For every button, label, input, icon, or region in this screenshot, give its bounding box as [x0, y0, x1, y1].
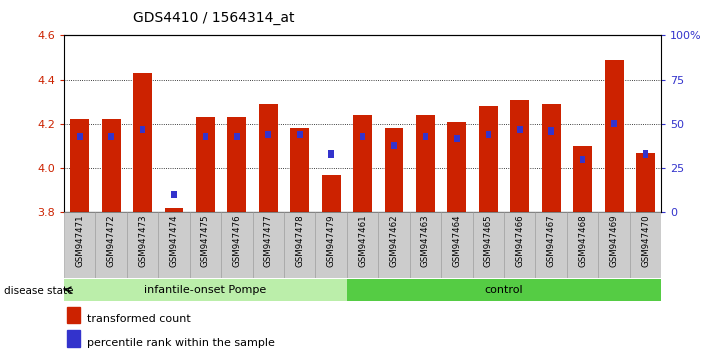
FancyBboxPatch shape: [535, 212, 567, 278]
Text: control: control: [485, 285, 523, 295]
Text: GSM947468: GSM947468: [578, 215, 587, 267]
Text: GSM947467: GSM947467: [547, 215, 556, 267]
Bar: [67, 307, 80, 323]
Bar: [510, 99, 529, 212]
FancyBboxPatch shape: [567, 212, 599, 278]
FancyBboxPatch shape: [599, 212, 630, 278]
Text: GSM947463: GSM947463: [421, 215, 430, 267]
Bar: [579, 156, 585, 163]
Text: GSM947479: GSM947479: [326, 215, 336, 267]
Bar: [454, 135, 460, 142]
Bar: [385, 128, 403, 212]
FancyBboxPatch shape: [473, 212, 504, 278]
Bar: [171, 191, 177, 198]
Bar: [67, 330, 80, 347]
FancyBboxPatch shape: [442, 212, 473, 278]
Text: transformed count: transformed count: [87, 314, 191, 324]
FancyBboxPatch shape: [410, 212, 442, 278]
Text: GSM947461: GSM947461: [358, 215, 367, 267]
Bar: [604, 60, 624, 212]
Bar: [290, 128, 309, 212]
Bar: [416, 115, 435, 212]
Text: GSM947464: GSM947464: [452, 215, 461, 267]
Bar: [70, 119, 89, 212]
Text: GSM947471: GSM947471: [75, 215, 84, 267]
Bar: [347, 279, 661, 302]
Bar: [447, 122, 466, 212]
FancyBboxPatch shape: [127, 212, 159, 278]
Bar: [164, 208, 183, 212]
Text: GSM947477: GSM947477: [264, 215, 273, 267]
Bar: [203, 133, 208, 140]
Bar: [140, 126, 146, 133]
Bar: [479, 106, 498, 212]
Bar: [322, 175, 341, 212]
FancyBboxPatch shape: [95, 212, 127, 278]
Bar: [360, 133, 365, 140]
FancyBboxPatch shape: [190, 212, 221, 278]
Bar: [636, 153, 655, 212]
Bar: [353, 115, 372, 212]
FancyBboxPatch shape: [64, 212, 95, 278]
Bar: [573, 146, 592, 212]
Bar: [228, 117, 246, 212]
Bar: [422, 133, 428, 140]
Bar: [328, 150, 334, 158]
FancyBboxPatch shape: [221, 212, 252, 278]
Bar: [108, 133, 114, 140]
Bar: [486, 131, 491, 138]
Bar: [611, 120, 617, 127]
Bar: [265, 131, 271, 138]
Bar: [234, 133, 240, 140]
Bar: [297, 131, 303, 138]
Text: GSM947474: GSM947474: [169, 215, 178, 267]
Text: GDS4410 / 1564314_at: GDS4410 / 1564314_at: [132, 11, 294, 25]
Bar: [542, 104, 561, 212]
Text: GSM947469: GSM947469: [609, 215, 619, 267]
Text: infantile-onset Pompe: infantile-onset Pompe: [144, 285, 267, 295]
FancyBboxPatch shape: [347, 212, 378, 278]
Bar: [548, 127, 554, 135]
Bar: [102, 119, 121, 212]
Text: GSM947462: GSM947462: [390, 215, 399, 267]
FancyBboxPatch shape: [504, 212, 535, 278]
Bar: [517, 126, 523, 133]
FancyBboxPatch shape: [630, 212, 661, 278]
Text: GSM947472: GSM947472: [107, 215, 116, 267]
Text: GSM947475: GSM947475: [201, 215, 210, 267]
Bar: [77, 133, 82, 140]
Text: percentile rank within the sample: percentile rank within the sample: [87, 338, 274, 348]
Bar: [133, 73, 152, 212]
Bar: [196, 117, 215, 212]
Bar: [259, 104, 278, 212]
FancyBboxPatch shape: [316, 212, 347, 278]
FancyBboxPatch shape: [159, 212, 190, 278]
Text: GSM947476: GSM947476: [232, 215, 241, 267]
FancyBboxPatch shape: [284, 212, 316, 278]
Bar: [391, 142, 397, 149]
Text: GSM947473: GSM947473: [138, 215, 147, 267]
Bar: [643, 150, 648, 158]
FancyBboxPatch shape: [252, 212, 284, 278]
Text: GSM947478: GSM947478: [295, 215, 304, 267]
Bar: [64, 279, 347, 302]
Text: disease state: disease state: [4, 286, 73, 296]
Text: GSM947465: GSM947465: [484, 215, 493, 267]
Text: GSM947470: GSM947470: [641, 215, 650, 267]
Text: GSM947466: GSM947466: [515, 215, 524, 267]
FancyBboxPatch shape: [378, 212, 410, 278]
